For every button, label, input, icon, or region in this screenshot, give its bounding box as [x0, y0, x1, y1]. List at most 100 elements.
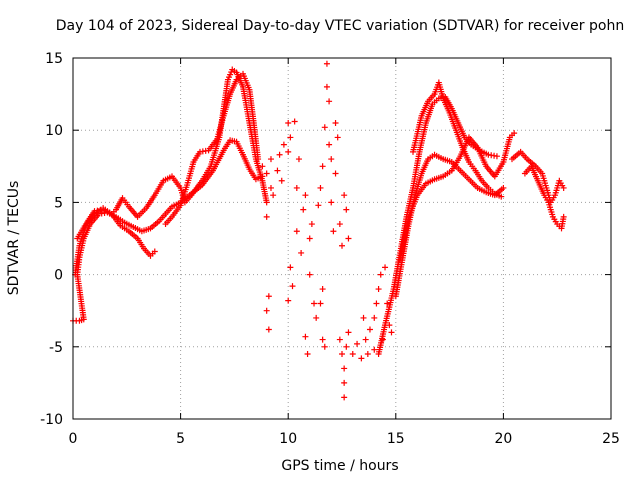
series-track-1 [70, 137, 266, 324]
data-point [263, 307, 270, 314]
data-point [323, 83, 330, 90]
data-point [371, 314, 378, 321]
x-tick-label: 20 [494, 431, 512, 447]
x-tick-label: 15 [387, 431, 405, 447]
series-track-10 [521, 163, 567, 232]
y-tick-label: -5 [49, 340, 63, 356]
data-point [388, 329, 395, 336]
data-point [270, 192, 277, 199]
data-point [328, 156, 335, 163]
data-point [287, 134, 294, 141]
grid [73, 58, 611, 419]
data-point [362, 336, 369, 343]
data-point [377, 271, 384, 278]
series-track-4 [162, 70, 262, 228]
chart-title: Day 104 of 2023, Sidereal Day-to-day VTE… [56, 18, 624, 34]
x-tick-label: 25 [602, 431, 620, 447]
series-track-7 [397, 130, 518, 264]
data-point [354, 340, 361, 347]
x-tick-label: 0 [69, 431, 78, 447]
data-point [326, 141, 333, 148]
data-point [560, 213, 567, 220]
y-tick-label: 10 [45, 123, 63, 139]
data-point [306, 271, 313, 278]
y-tick-label: 5 [54, 195, 63, 211]
data-point [332, 170, 339, 177]
data-point [358, 355, 365, 362]
data-point [336, 221, 343, 228]
data-point [287, 264, 294, 271]
data-point [341, 365, 348, 372]
data-point [274, 167, 281, 174]
data-point [341, 379, 348, 386]
data-point [326, 98, 333, 105]
y-tick-label: 15 [45, 51, 63, 67]
data-point [298, 249, 305, 256]
data-point [382, 264, 389, 271]
x-axis-label: GPS time / hours [281, 458, 398, 474]
data-point [317, 184, 324, 191]
data-point [311, 300, 318, 307]
data-point [328, 199, 335, 206]
data-point [263, 170, 270, 177]
data-point [341, 192, 348, 199]
data-point [267, 156, 274, 163]
data-point [267, 184, 274, 191]
data-point [498, 193, 505, 200]
data-point [285, 297, 292, 304]
x-tick-label: 5 [176, 431, 185, 447]
data-point [386, 322, 393, 329]
data-point [255, 156, 262, 163]
data-point [280, 141, 287, 148]
data-point [278, 177, 285, 184]
data-point [332, 119, 339, 126]
y-tick-label: 0 [54, 268, 63, 284]
data-point [330, 228, 337, 235]
data-point [511, 130, 518, 137]
data-point [321, 124, 328, 131]
data-point [384, 300, 391, 307]
data-point [302, 333, 309, 340]
data-point [315, 202, 322, 209]
data-point [371, 346, 378, 353]
series-track-9 [509, 148, 567, 206]
series-track-3 [74, 66, 270, 242]
data-point [345, 329, 352, 336]
data-point [302, 192, 309, 199]
data-point [373, 300, 380, 307]
data-point [308, 221, 315, 228]
data-point [560, 184, 567, 191]
y-tick-label: -10 [40, 412, 63, 428]
data-point [321, 343, 328, 350]
data-point [334, 134, 341, 141]
data-point [263, 199, 270, 206]
plot-frame [72, 57, 612, 420]
data-point [285, 148, 292, 155]
data-point [306, 235, 313, 242]
data-point [343, 343, 350, 350]
data-point [349, 351, 356, 358]
data-point [343, 206, 350, 213]
series-scatter-noise [259, 60, 395, 401]
data-point [364, 351, 371, 358]
data-point [323, 60, 330, 67]
data-point [345, 235, 352, 242]
data-point [313, 314, 320, 321]
data-point [265, 293, 272, 300]
data-point [341, 394, 348, 401]
y-axis-label: SDTVAR / TECUs [6, 181, 22, 296]
data-point [300, 206, 307, 213]
data-point [259, 163, 266, 170]
data-point [493, 153, 500, 160]
data-point [339, 351, 345, 358]
data-point [319, 336, 326, 343]
data-point [285, 119, 292, 126]
data-point [319, 286, 326, 293]
data-point [295, 156, 302, 163]
data-points [70, 60, 567, 401]
data-point [291, 118, 298, 125]
data-point [276, 151, 283, 158]
data-point [319, 163, 326, 170]
